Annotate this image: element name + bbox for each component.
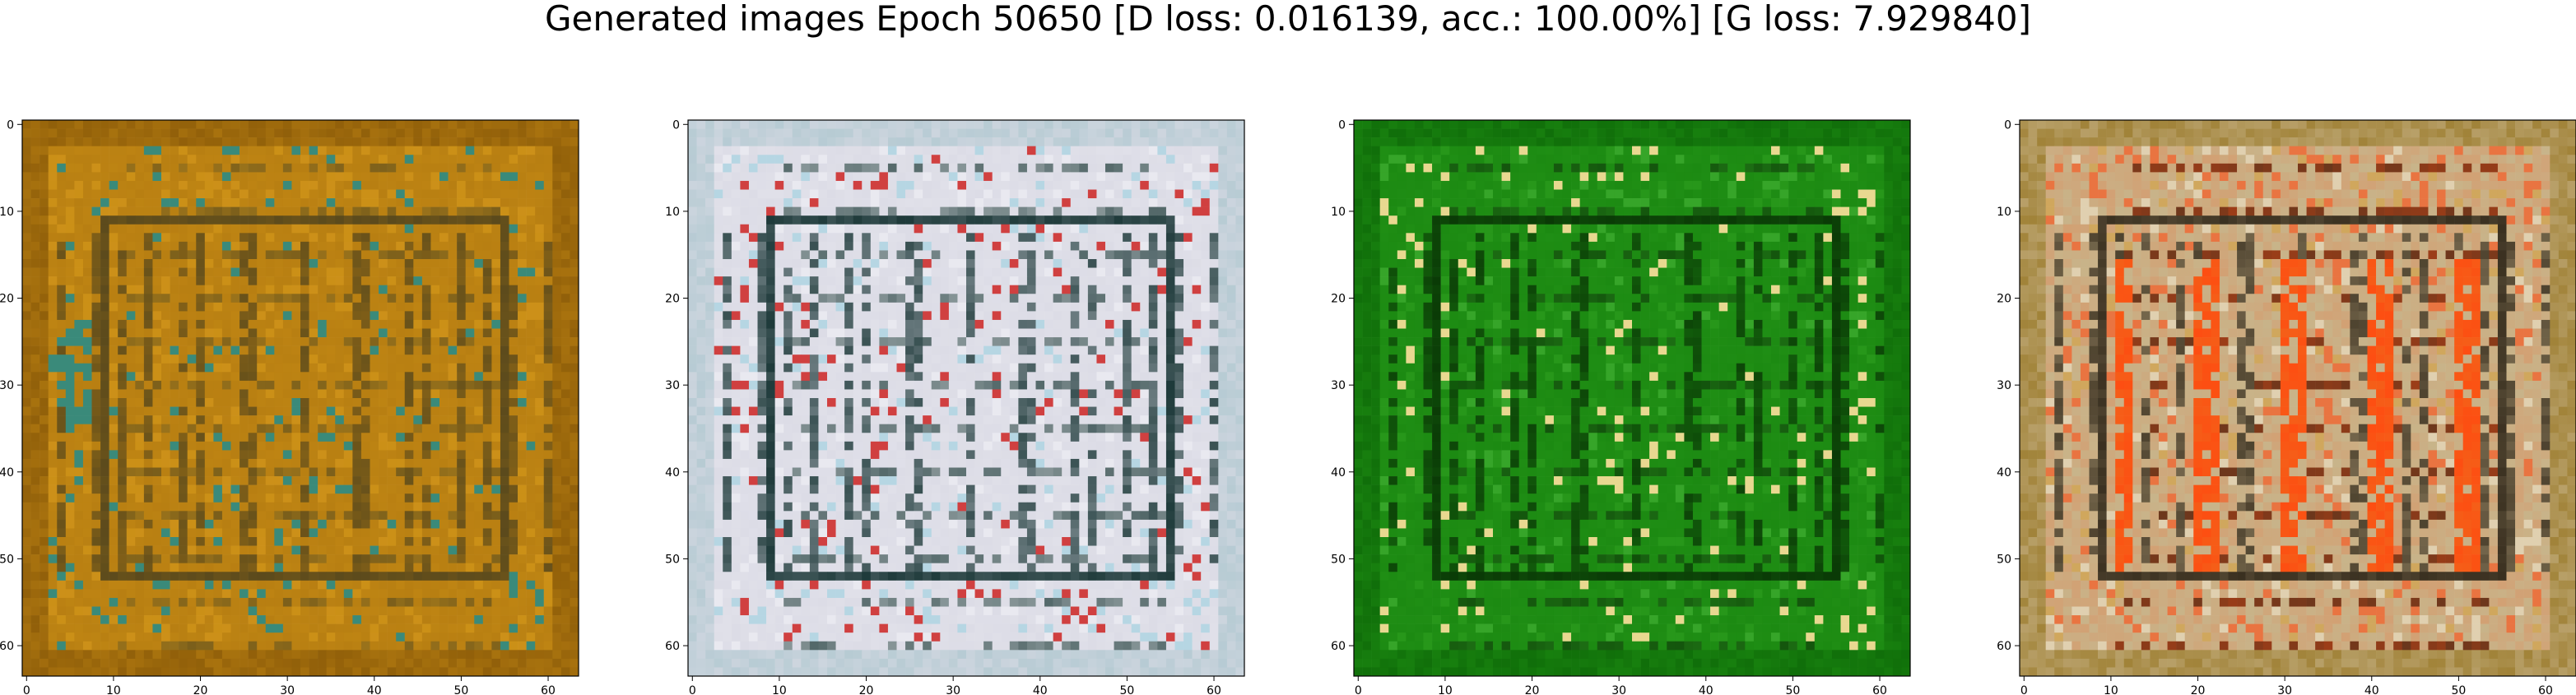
- generated-image-panel-1: 0 10 20 30 40 50 60 0 10 20 30 40 50 60: [0, 118, 579, 695]
- x-tick-label: 20: [193, 684, 208, 695]
- x-tick-label: 60: [1872, 684, 1887, 695]
- y-tick-label: 0: [672, 118, 680, 132]
- y-tick-label: 10: [1331, 206, 1346, 219]
- generated-image-panel-4: 0 10 20 30 40 50 60 0 10 20 30 40 50 60: [1997, 118, 2576, 695]
- x-tick-label: 30: [1611, 684, 1626, 695]
- image-axes-1: 0 10 20 30 40 50 60 0 10 20 30 40 50 60: [0, 118, 579, 695]
- y-tick-label: 10: [0, 206, 14, 219]
- y-tick-label: 40: [665, 466, 680, 480]
- figure-title: Generated images Epoch 50650 [D loss: 0.…: [544, 0, 2032, 39]
- generated-image-pixels: [22, 120, 579, 677]
- x-tick-label: 60: [2538, 684, 2553, 695]
- x-tick-label: 50: [2451, 684, 2466, 695]
- x-tick-label: 0: [2020, 684, 2028, 695]
- y-tick-label: 40: [1997, 466, 2011, 480]
- x-tick-label: 40: [1699, 684, 1713, 695]
- x-tick-label: 50: [1119, 684, 1134, 695]
- y-tick-label: 10: [665, 206, 680, 219]
- x-tick-label: 40: [1033, 684, 1048, 695]
- generated-image-pixels: [2020, 120, 2576, 677]
- y-tick-label: 30: [0, 379, 14, 392]
- x-tick-label: 10: [2104, 684, 2118, 695]
- axes-frame: [2019, 119, 2576, 677]
- x-tick-label: 10: [106, 684, 121, 695]
- x-tick-label: 60: [1207, 684, 1221, 695]
- x-tick-label: 30: [280, 684, 295, 695]
- image-axes-2: 0 10 20 30 40 50 60 0 10 20 30 40 50 60: [665, 118, 1245, 695]
- y-tick-label: 0: [1338, 118, 1346, 132]
- y-tick-label: 10: [1997, 206, 2011, 219]
- y-tick-label: 30: [1331, 379, 1346, 392]
- image-axes-3: 0 10 20 30 40 50 60 0 10 20 30 40 50 60: [1331, 118, 1911, 695]
- y-tick-label: 30: [665, 379, 680, 392]
- x-tick-label: 20: [1525, 684, 1540, 695]
- x-tick-label: 50: [1785, 684, 1800, 695]
- axes-frame: [1353, 119, 1911, 677]
- generated-image-pixels: [1354, 120, 1911, 677]
- x-tick-label: 0: [689, 684, 696, 695]
- y-tick-label: 40: [0, 466, 14, 480]
- x-tick-label: 0: [23, 684, 30, 695]
- generated-image-panel-2: 0 10 20 30 40 50 60 0 10 20 30 40 50 60: [665, 118, 1245, 695]
- y-tick-label: 0: [7, 118, 14, 132]
- y-tick-label: 20: [665, 293, 680, 306]
- x-tick-label: 0: [1355, 684, 1362, 695]
- y-tick-label: 60: [1331, 640, 1346, 653]
- axes-frame: [687, 119, 1245, 677]
- y-tick-label: 50: [1331, 553, 1346, 566]
- y-tick-label: 60: [1997, 640, 2011, 653]
- y-tick-label: 50: [1997, 553, 2011, 566]
- x-tick-label: 60: [541, 684, 556, 695]
- y-tick-label: 20: [1997, 293, 2011, 306]
- y-tick-label: 50: [665, 553, 680, 566]
- x-tick-label: 20: [859, 684, 874, 695]
- y-tick-label: 20: [0, 293, 14, 306]
- x-tick-label: 40: [367, 684, 382, 695]
- x-tick-label: 40: [2364, 684, 2379, 695]
- y-tick-label: 20: [1331, 293, 1346, 306]
- y-tick-label: 60: [0, 640, 14, 653]
- x-tick-label: 30: [946, 684, 960, 695]
- y-tick-label: 50: [0, 553, 14, 566]
- generated-image-pixels: [688, 120, 1245, 677]
- axes-frame: [21, 119, 579, 677]
- generated-image-panel-3: 0 10 20 30 40 50 60 0 10 20 30 40 50 60: [1331, 118, 1911, 695]
- image-axes-4: 0 10 20 30 40 50 60 0 10 20 30 40 50 60: [1997, 118, 2576, 695]
- x-tick-label: 20: [2191, 684, 2206, 695]
- x-tick-label: 50: [453, 684, 468, 695]
- y-tick-label: 40: [1331, 466, 1346, 480]
- x-tick-label: 10: [1438, 684, 1453, 695]
- y-tick-label: 60: [665, 640, 680, 653]
- x-tick-label: 30: [2277, 684, 2292, 695]
- y-tick-label: 30: [1997, 379, 2011, 392]
- x-tick-label: 10: [772, 684, 787, 695]
- y-tick-label: 0: [2004, 118, 2011, 132]
